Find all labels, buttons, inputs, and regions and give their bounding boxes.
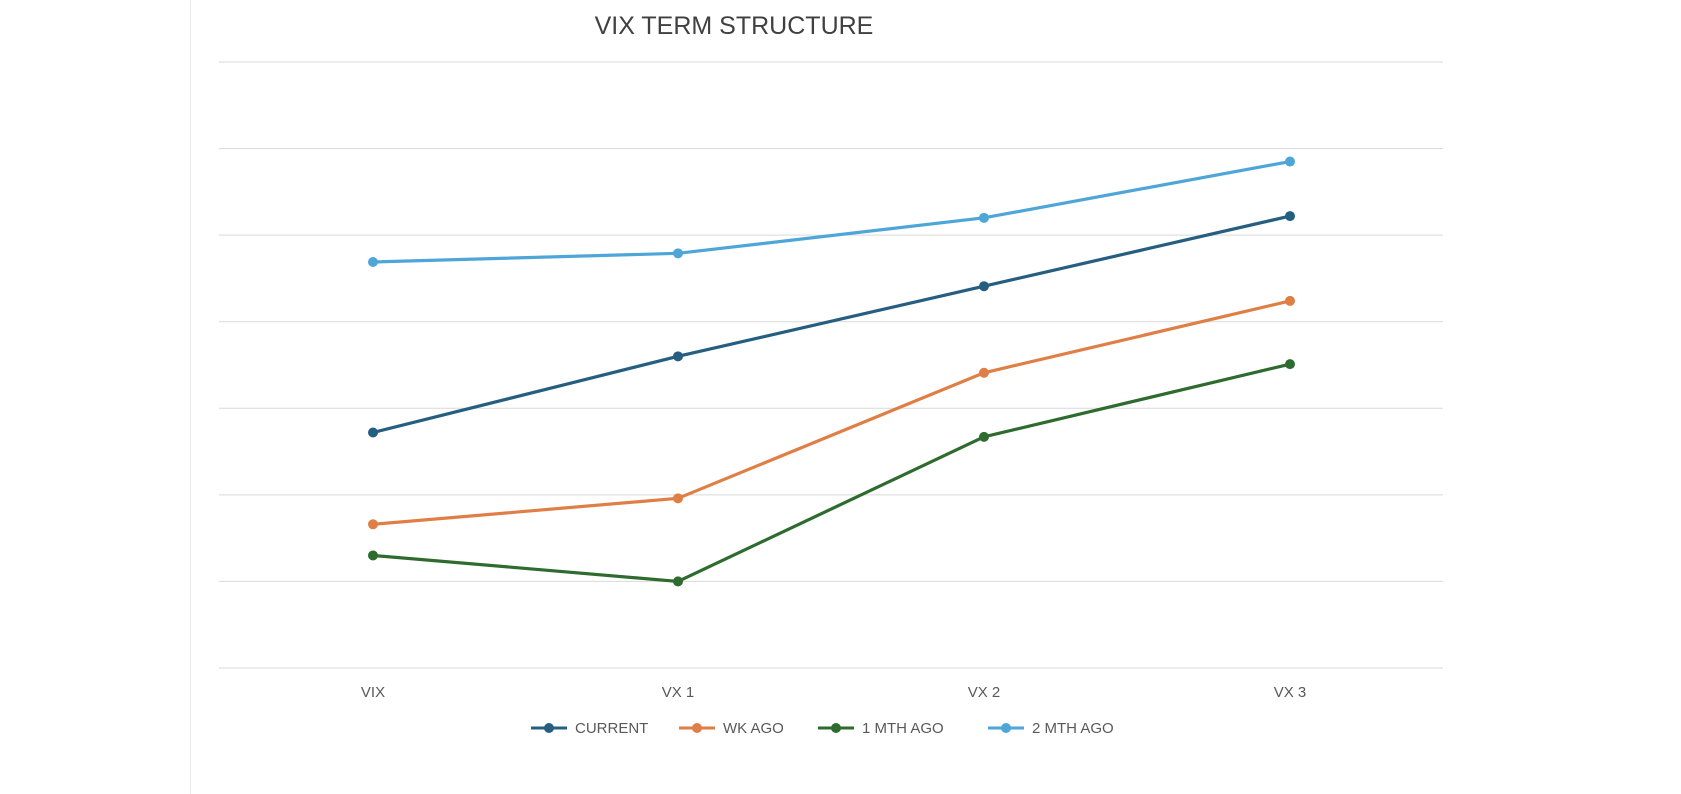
data-point bbox=[979, 212, 989, 223]
chart-container: VIX TERM STRUCTURE 1112131415161718 VIXV… bbox=[190, 0, 1671, 794]
legend-entry: WK AGO bbox=[679, 720, 784, 737]
x-tick-label: VX 1 bbox=[662, 684, 695, 701]
series-line bbox=[371, 214, 1292, 435]
legend-entry: CURRENT bbox=[531, 720, 648, 737]
data-point bbox=[1285, 211, 1295, 222]
series-2-mth-ago bbox=[368, 156, 1295, 267]
data-point bbox=[368, 519, 378, 530]
data-point bbox=[673, 576, 683, 587]
series-lines bbox=[368, 156, 1295, 587]
data-point bbox=[979, 431, 989, 442]
legend-entry: 2 MTH AGO bbox=[988, 720, 1114, 737]
legend-label: 1 MTH AGO bbox=[862, 720, 944, 737]
data-point bbox=[979, 281, 989, 292]
legend-marker bbox=[692, 723, 702, 733]
data-point bbox=[1285, 359, 1295, 370]
data-point bbox=[979, 367, 989, 378]
x-axis-ticks: VIX VX 1 VX 2 VX 3 bbox=[361, 684, 1306, 701]
legend-label: 2 MTH AGO bbox=[1032, 720, 1114, 737]
series-current bbox=[368, 211, 1295, 438]
line-chart: VIX TERM STRUCTURE 1112131415161718 VIXV… bbox=[219, 12, 1443, 737]
data-point bbox=[368, 427, 378, 438]
legend-marker bbox=[544, 723, 554, 733]
data-point bbox=[673, 351, 683, 362]
data-point bbox=[673, 248, 683, 259]
gridlines bbox=[219, 61, 1443, 669]
x-tick-label: VIX bbox=[361, 684, 385, 701]
data-point bbox=[368, 550, 378, 561]
data-point bbox=[1285, 295, 1295, 306]
series-line bbox=[371, 299, 1292, 526]
data-point bbox=[368, 256, 378, 267]
legend-marker bbox=[1001, 723, 1011, 733]
series-1-mth-ago bbox=[368, 359, 1295, 587]
series-wk-ago bbox=[368, 295, 1295, 530]
legend: CURRENT WK AGO 1 MTH AGO 2 MTH AGO bbox=[531, 720, 1114, 737]
legend-entry: 1 MTH AGO bbox=[818, 720, 944, 737]
x-tick-label: VX 3 bbox=[1274, 684, 1307, 701]
legend-label: CURRENT bbox=[575, 720, 648, 737]
data-point bbox=[673, 493, 683, 504]
series-line bbox=[371, 159, 1292, 264]
chart-title: VIX TERM STRUCTURE bbox=[595, 12, 874, 40]
x-tick-label: VX 2 bbox=[968, 684, 1001, 701]
data-point bbox=[1285, 156, 1295, 167]
series-line bbox=[371, 362, 1292, 584]
legend-marker bbox=[831, 723, 841, 733]
legend-label: WK AGO bbox=[723, 720, 784, 737]
